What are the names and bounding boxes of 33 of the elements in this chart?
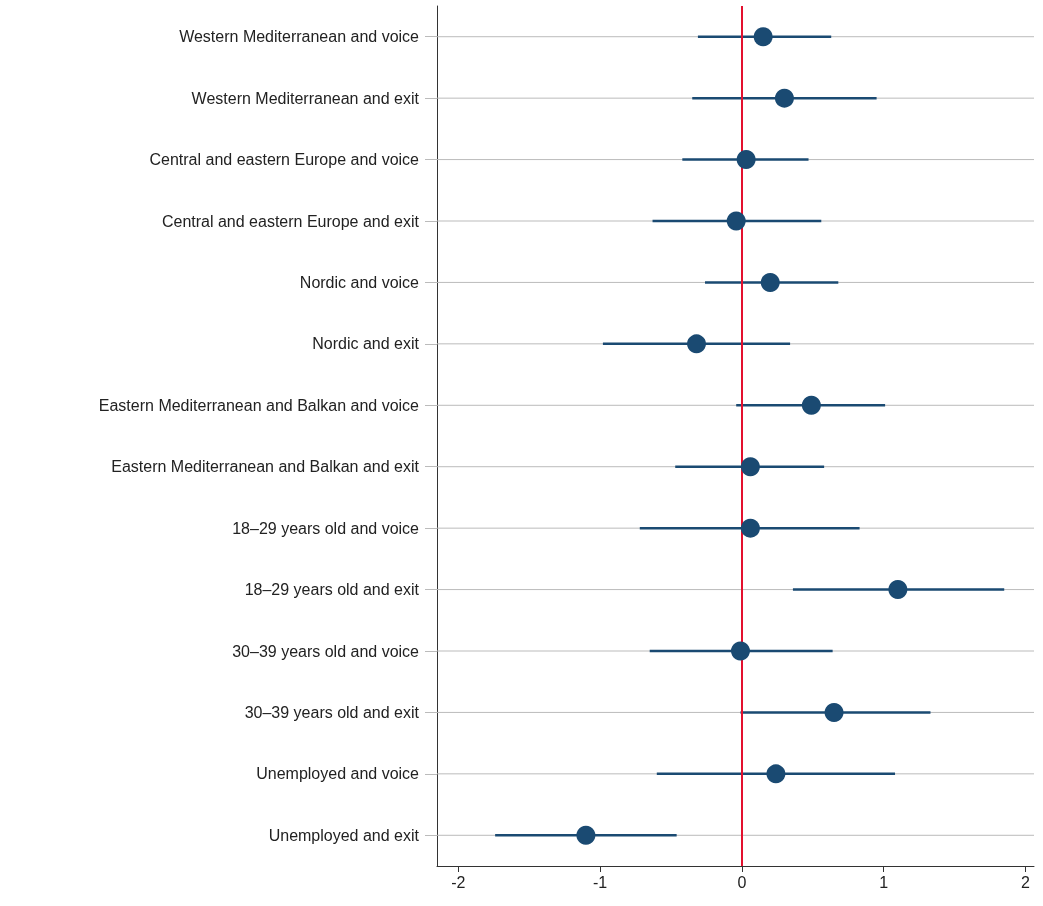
x-tick-label: 1 (879, 873, 889, 891)
point (740, 457, 760, 477)
y-tick-label: Unemployed and exit (268, 826, 420, 844)
y-tick-label: 30–39 years old and exit (244, 703, 420, 721)
point (730, 641, 750, 661)
x-tick-label: 2 (1021, 873, 1031, 891)
y-tick-label: Nordic and voice (299, 273, 420, 291)
point (740, 518, 760, 538)
point (576, 825, 596, 845)
y-tick-label: Western Mediterranean and exit (191, 89, 420, 107)
y-tick-label: Central and eastern Europe and voice (149, 151, 420, 169)
x-tick-label: -1 (592, 873, 608, 891)
point (774, 88, 794, 108)
point (888, 580, 908, 600)
y-tick-label: Eastern Mediterranean and Balkan and exit (111, 458, 420, 476)
y-tick-label: 18–29 years old and voice (232, 519, 420, 537)
point (766, 764, 786, 784)
point (824, 702, 844, 722)
y-tick-label: Nordic and exit (312, 335, 420, 353)
point (736, 150, 756, 170)
point (726, 211, 746, 231)
y-tick-label: Unemployed and voice (256, 765, 420, 783)
point (760, 272, 780, 292)
point (687, 334, 706, 354)
y-tick-label: Central and eastern Europe and exit (161, 212, 420, 230)
y-tick-label: 30–39 years old and voice (232, 642, 420, 660)
point (801, 395, 821, 415)
point (753, 27, 773, 47)
x-tick-label: 0 (737, 873, 747, 891)
x-tick-label: -2 (451, 873, 466, 891)
y-tick-label: 18–29 years old and exit (244, 581, 420, 599)
y-tick-label: Eastern Mediterranean and Balkan and voice (98, 396, 420, 414)
y-tick-label: Western Mediterranean and voice (179, 28, 420, 46)
